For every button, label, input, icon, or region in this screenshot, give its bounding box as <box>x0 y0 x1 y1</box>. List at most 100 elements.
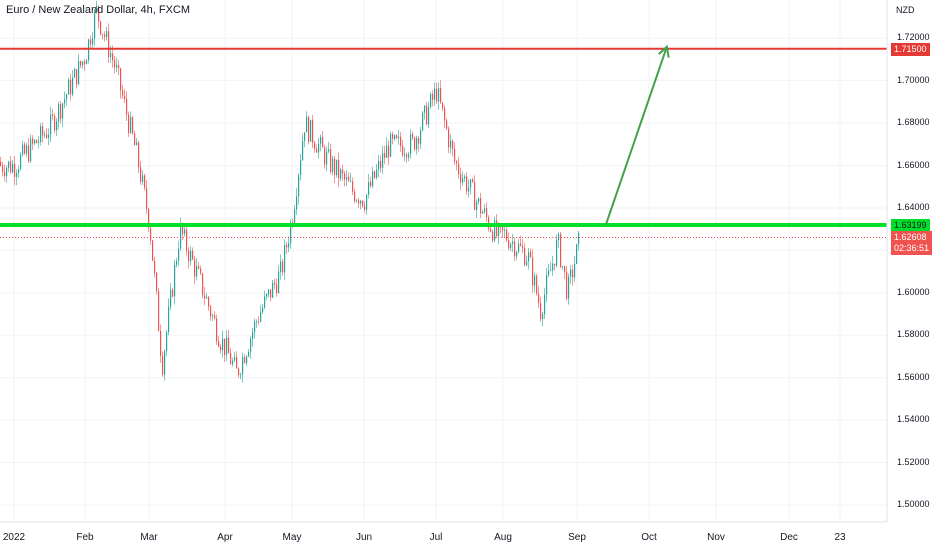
candle-body <box>18 169 20 174</box>
candle-body <box>356 200 358 202</box>
candle-body <box>540 303 542 319</box>
candle-body <box>218 341 220 347</box>
candle-body <box>492 231 494 241</box>
candle-body <box>86 60 88 65</box>
candle-body <box>76 69 78 85</box>
candle-body <box>548 270 550 276</box>
candle-body <box>468 187 470 192</box>
candle-body <box>536 275 538 294</box>
candle-body <box>562 266 564 267</box>
candle-body <box>558 233 560 241</box>
projection-arrow[interactable] <box>604 46 668 226</box>
candle-body <box>478 198 480 202</box>
candle-body <box>140 167 142 182</box>
candle-body <box>170 289 172 307</box>
candle-body <box>248 351 250 357</box>
candle-body <box>370 181 372 187</box>
candle-body <box>544 294 546 315</box>
candle-body <box>100 21 102 35</box>
candle-body <box>288 243 290 248</box>
grid <box>0 0 887 522</box>
candle-body <box>518 243 520 253</box>
candle-body <box>340 169 342 179</box>
candle-body <box>244 357 246 364</box>
candle-body <box>128 114 130 133</box>
candle-body <box>462 178 464 183</box>
candle-body <box>542 314 544 319</box>
candle-body <box>304 132 306 141</box>
candle-body <box>52 114 54 116</box>
candle-body <box>394 135 396 139</box>
candle-body <box>512 241 514 244</box>
candle-body <box>464 176 466 179</box>
candle-body <box>466 176 468 192</box>
candle-body <box>412 134 414 138</box>
candle-body <box>176 260 178 265</box>
candle-body <box>416 138 418 150</box>
candle-body <box>38 141 40 144</box>
candle-body <box>440 88 442 103</box>
candle-body <box>26 145 28 154</box>
candle-body <box>254 321 256 333</box>
candle-body <box>50 114 52 135</box>
candle-body <box>42 125 44 136</box>
candle-body <box>266 293 268 297</box>
candle-body <box>46 134 48 138</box>
price-tick-label: 1.60000 <box>897 286 930 297</box>
candle-body <box>190 250 192 262</box>
candle-body <box>150 228 152 241</box>
candle-body <box>188 250 190 262</box>
price-tick-label: 1.66000 <box>897 159 930 170</box>
candle-body <box>268 289 270 294</box>
candle-body <box>36 140 38 144</box>
candle-body <box>212 315 214 317</box>
time-tick-label: Dec <box>780 532 798 543</box>
candle-body <box>222 338 224 351</box>
candle-body <box>390 133 392 157</box>
candle-body <box>88 39 90 61</box>
candle-body <box>358 200 360 204</box>
candle-body <box>258 321 260 323</box>
candle-body <box>58 104 60 122</box>
candle-body <box>146 187 148 210</box>
candle-body <box>338 159 340 179</box>
candle-body <box>136 142 138 146</box>
time-tick-label: Jul <box>429 532 443 543</box>
candle-body <box>192 250 194 260</box>
candle-body <box>30 138 32 162</box>
candle-body <box>458 163 460 175</box>
candle-body <box>200 268 202 274</box>
candle-body <box>72 77 74 95</box>
candle-body <box>320 137 322 144</box>
candle-body <box>154 260 156 273</box>
candle-body <box>132 117 134 134</box>
candle-body <box>376 169 378 178</box>
candle-body <box>32 138 34 144</box>
candle-body <box>110 53 112 58</box>
candle-body <box>504 229 506 231</box>
candle-body <box>514 241 516 257</box>
candle-body <box>284 245 286 273</box>
candle-body <box>348 177 350 182</box>
candle-body <box>122 90 124 96</box>
last-price-tag: 1.62608 02:36:51 <box>891 231 932 256</box>
candle-body <box>66 94 68 99</box>
time-tick-label: May <box>282 532 302 543</box>
candle-body <box>250 338 252 352</box>
candle-body <box>24 144 26 154</box>
candle-body <box>336 159 338 176</box>
candle-body <box>92 38 94 45</box>
candle-body <box>98 6 100 22</box>
candle-body <box>124 95 126 99</box>
candle-body <box>236 357 238 369</box>
candle-body <box>482 211 484 214</box>
candle-body <box>406 154 408 158</box>
candle-body <box>524 248 526 266</box>
candle-body <box>334 158 336 176</box>
candle-body <box>372 171 374 187</box>
candle-body <box>306 116 308 133</box>
candle-body <box>82 61 84 66</box>
candle-body <box>22 144 24 155</box>
candle-body <box>396 135 398 139</box>
